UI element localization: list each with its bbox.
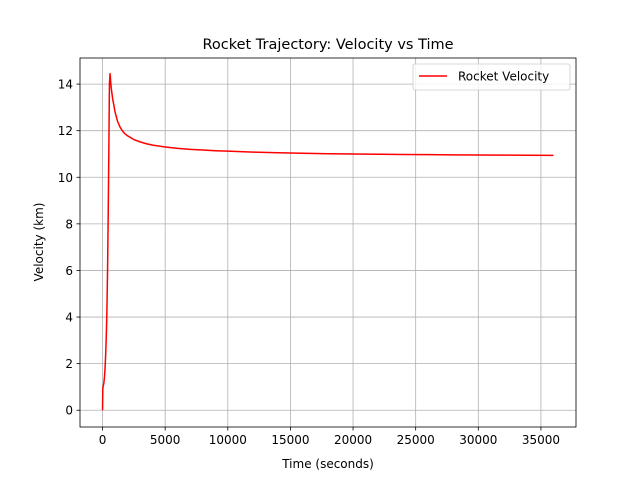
legend-box bbox=[412, 63, 571, 91]
y-tick-label: 0 bbox=[65, 404, 73, 418]
y-tick-label: 4 bbox=[65, 311, 73, 325]
y-axis-ticks: 0 2 4 6 8 10 12 14 bbox=[58, 78, 80, 418]
y-gridlines bbox=[80, 83, 576, 411]
x-tick-label: 30000 bbox=[459, 433, 497, 447]
chart-title: Rocket Trajectory: Velocity vs Time bbox=[202, 37, 453, 53]
y-tick-label: 14 bbox=[58, 78, 73, 92]
plot-area bbox=[80, 58, 576, 427]
x-tick-label: 10000 bbox=[209, 433, 247, 447]
series-line-rocket-velocity bbox=[101, 72, 554, 411]
x-axis-label: Time (seconds) bbox=[281, 457, 374, 471]
x-tick-label: 15000 bbox=[271, 433, 309, 447]
x-axis-ticks: 0 5000 10000 15000 20000 25000 30000 35000 bbox=[99, 427, 560, 447]
x-tick-label: 0 bbox=[99, 433, 107, 447]
legend: Rocket Velocity bbox=[412, 63, 571, 91]
y-tick-label: 8 bbox=[65, 217, 73, 231]
x-gridlines bbox=[102, 58, 542, 427]
plot-frame bbox=[79, 57, 577, 428]
x-tick-label: 35000 bbox=[522, 433, 560, 447]
y-tick-label: 2 bbox=[65, 357, 73, 371]
x-tick-label: 20000 bbox=[334, 433, 372, 447]
y-tick-label: 12 bbox=[58, 124, 73, 138]
y-tick-label: 10 bbox=[58, 171, 73, 185]
series-group bbox=[101, 72, 554, 411]
legend-label-rocket-velocity: Rocket Velocity bbox=[458, 70, 549, 84]
x-tick-label: 25000 bbox=[397, 433, 435, 447]
y-tick-label: 6 bbox=[65, 264, 73, 278]
y-axis-label: Velocity (km) bbox=[32, 203, 46, 282]
x-tick-label: 5000 bbox=[150, 433, 181, 447]
